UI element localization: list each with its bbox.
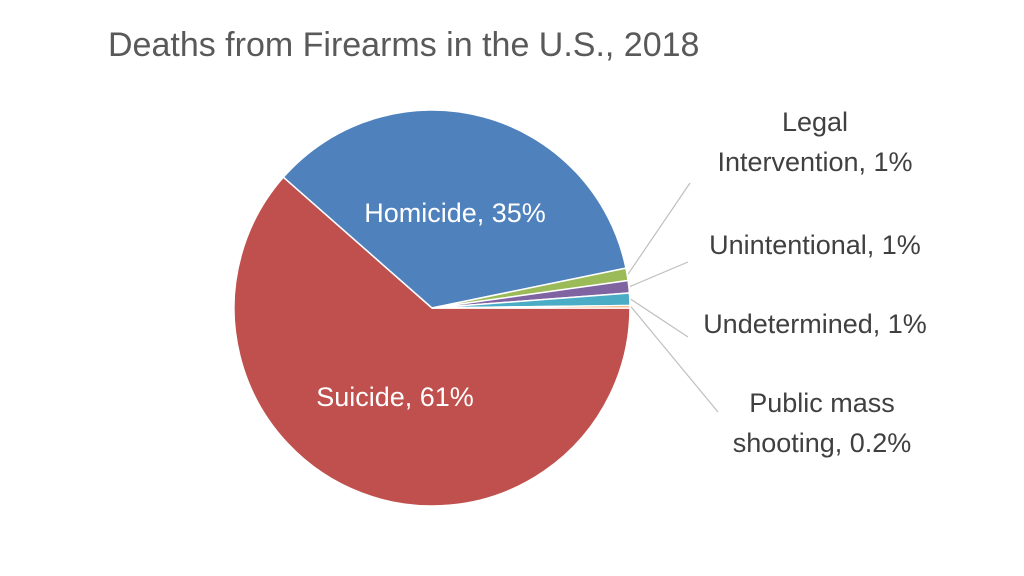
slice-label-suicide: Suicide, 61% <box>316 382 474 412</box>
leader-line-legal-intervention <box>627 182 691 275</box>
slice-label-legal-intervention: Legal Intervention, 1% <box>717 107 912 177</box>
slice-label-homicide: Homicide, 35% <box>364 198 546 228</box>
chart-title: Deaths from Firearms in the U.S., 2018 <box>108 26 699 64</box>
pie-slices <box>233 109 631 507</box>
slice-label-undetermined: Undetermined, 1% <box>703 309 927 339</box>
pie-slice-suicide <box>233 176 631 507</box>
slice-labels: Suicide, 61% Homicide, 35% Legal Interventi… <box>316 107 927 458</box>
leader-line-unintentional <box>629 261 689 288</box>
leader-line-undetermined <box>630 298 689 338</box>
slice-label-public-mass-shooting: Public mass shooting, 0.2% <box>733 388 912 458</box>
pie-slice-homicide <box>282 109 627 309</box>
pie-slice-public-mass-shooting <box>431 304 631 309</box>
slice-label-unintentional: Unintentional, 1% <box>709 230 921 260</box>
leader-lines <box>627 182 719 413</box>
leader-line-public-mass-shooting <box>630 306 719 413</box>
